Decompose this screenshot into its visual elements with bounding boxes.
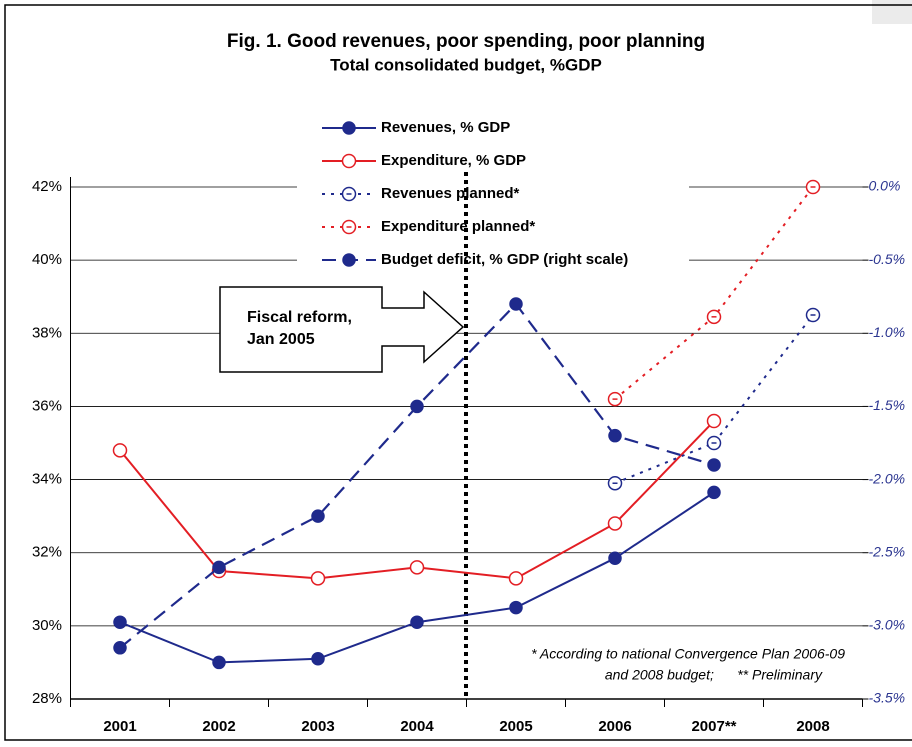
marker xyxy=(608,428,622,443)
marker xyxy=(311,652,325,666)
y2-tick-label: -3.0% xyxy=(869,617,906,633)
marker xyxy=(113,615,127,629)
marker xyxy=(212,560,226,575)
marker xyxy=(706,413,722,429)
marker xyxy=(310,571,326,586)
x-tick-label: 2006 xyxy=(598,718,631,735)
annotation: Jan 2005 xyxy=(247,331,315,348)
marker xyxy=(112,443,128,458)
y2-tick-label: -2.5% xyxy=(869,543,906,559)
series-line xyxy=(119,420,715,580)
corner-panel xyxy=(872,0,912,24)
marker xyxy=(311,509,325,523)
y2-tick-label: -1.5% xyxy=(869,397,906,413)
x-tick-label: 2008 xyxy=(796,718,829,735)
marker xyxy=(509,297,523,311)
marker xyxy=(410,615,424,629)
x-tick-label: 2001 xyxy=(103,718,136,735)
marker xyxy=(409,560,425,575)
legend-label: Revenues, % GDP xyxy=(381,119,510,136)
legend-label: Expenditure planned* xyxy=(381,218,535,235)
y-tick-label: 28% xyxy=(32,690,62,707)
marker xyxy=(342,253,356,267)
plot xyxy=(112,179,821,670)
footnote: * According to national Convergence Plan… xyxy=(531,646,845,662)
legend-label: Revenues planned* xyxy=(381,185,520,202)
y2-tick-label: -3.5% xyxy=(869,690,906,706)
y-tick-label: 40% xyxy=(32,251,62,268)
x-tick-label: 2005 xyxy=(499,718,532,735)
legend-label: Expenditure, % GDP xyxy=(381,152,526,169)
y-tick-label: 32% xyxy=(32,544,62,561)
marker xyxy=(508,571,524,586)
series-line xyxy=(119,491,715,664)
x-tick-label: 2004 xyxy=(400,718,434,735)
marker xyxy=(608,551,622,565)
annotation-callout xyxy=(219,286,465,373)
y2-tick-label: -1.0% xyxy=(869,324,906,340)
y-tick-label: 30% xyxy=(32,617,62,634)
y2-tick-label: -0.5% xyxy=(869,251,906,267)
marker xyxy=(212,655,226,670)
marker xyxy=(509,600,523,615)
marker xyxy=(410,399,424,414)
y-tick-label: 38% xyxy=(32,324,62,341)
series-line xyxy=(614,314,814,485)
legend-box xyxy=(297,108,689,278)
y2-tick-label: 0.0% xyxy=(869,178,901,194)
y-tick-label: 34% xyxy=(32,471,62,488)
y-tick-label: 42% xyxy=(32,178,62,195)
x-tick-label: 2002 xyxy=(202,718,235,735)
y-tick-label: 36% xyxy=(32,397,62,414)
y2-tick-label: -2.0% xyxy=(869,470,906,486)
marker xyxy=(707,458,721,472)
footnote: and 2008 budget; ** Preliminary xyxy=(605,667,823,683)
marker xyxy=(607,516,623,531)
legend-label: Budget deficit, % GDP (right scale) xyxy=(381,251,628,268)
series-line xyxy=(119,302,715,649)
marker xyxy=(342,121,356,135)
marker xyxy=(707,485,721,500)
legend: Revenues, % GDP Expenditure, % GDP Revenue… xyxy=(322,119,628,268)
chart-frame xyxy=(4,4,912,741)
chart-title: Fig. 1. Good revenues, poor spending, po… xyxy=(227,31,705,52)
annotation: Fiscal reform, xyxy=(247,309,352,326)
x-tick-label: 2007** xyxy=(691,718,736,735)
marker xyxy=(113,641,127,655)
chart-subtitle: Total consolidated budget, %GDP xyxy=(330,55,602,74)
x-tick-label: 2003 xyxy=(301,718,334,735)
marker xyxy=(341,153,357,169)
